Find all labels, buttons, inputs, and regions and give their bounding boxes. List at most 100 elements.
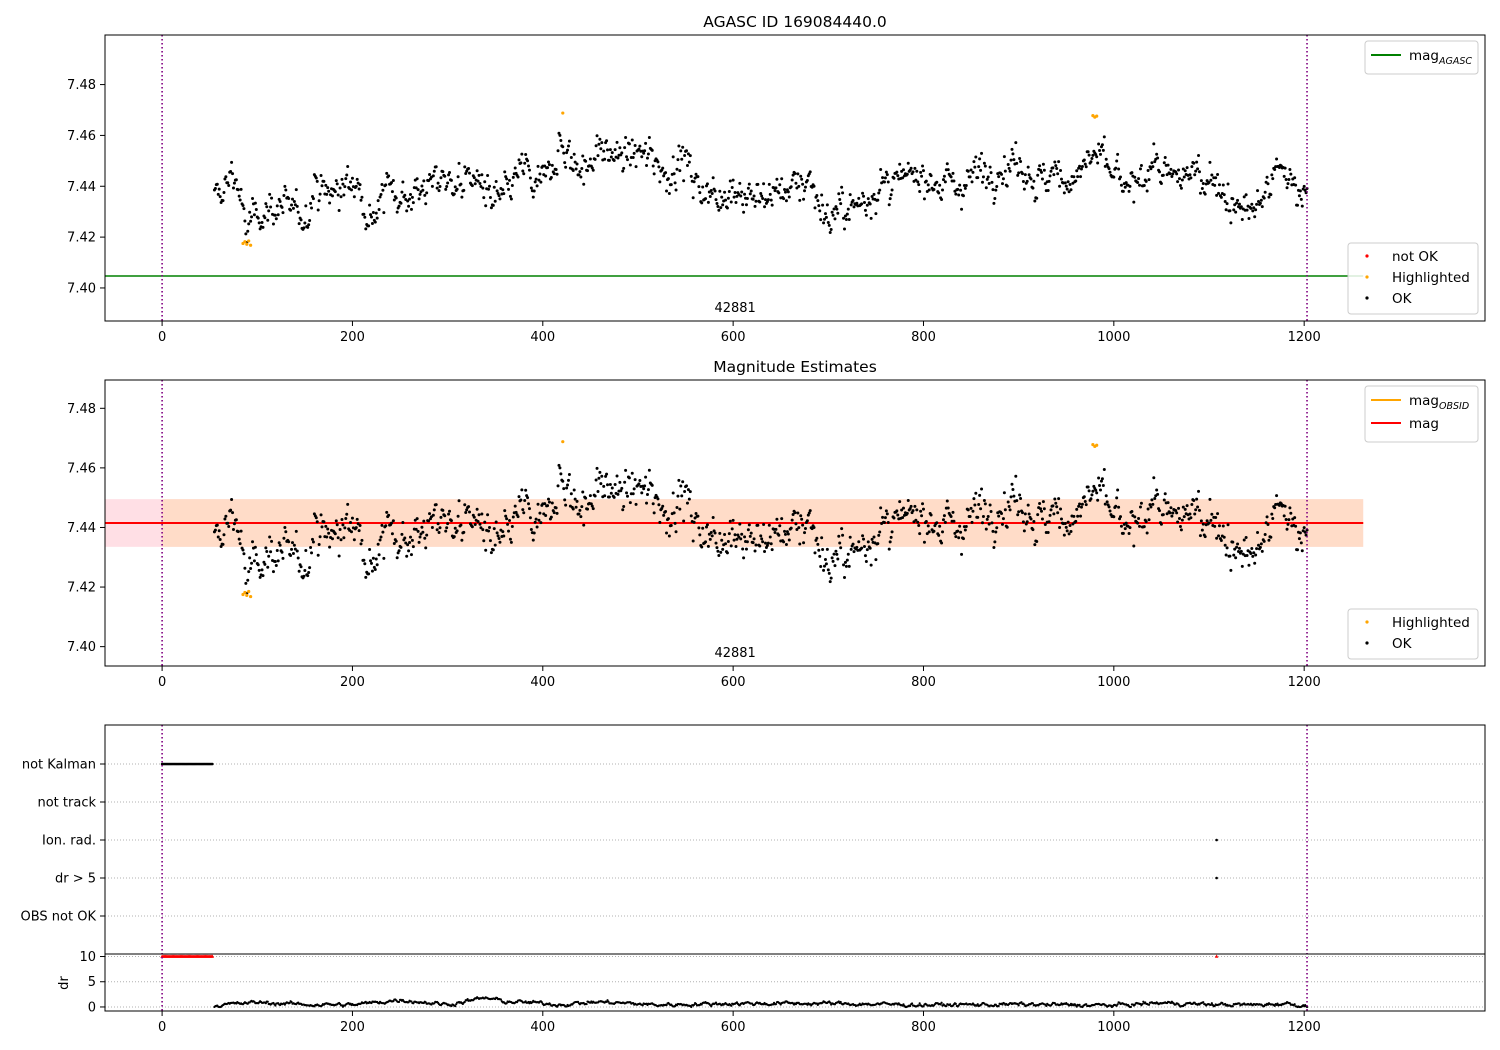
ok-point: [274, 563, 278, 567]
ok-point: [1104, 494, 1108, 498]
ok-point: [1255, 547, 1259, 551]
ok-point: [215, 523, 219, 527]
ok-point: [1031, 528, 1035, 532]
ok-point: [449, 178, 453, 182]
ok-point: [1224, 553, 1228, 557]
ok-point: [1197, 170, 1201, 174]
ok-point: [538, 172, 542, 176]
ok-point: [1074, 179, 1078, 183]
ok-point: [278, 199, 282, 203]
ok-point: [480, 173, 484, 177]
ok-point: [579, 175, 583, 179]
ok-point: [1233, 547, 1237, 551]
ok-point: [493, 543, 497, 547]
ok-point: [252, 559, 256, 563]
ok-point: [864, 213, 868, 217]
ok-point: [919, 509, 923, 513]
ok-point: [408, 197, 412, 201]
ok-point: [1079, 167, 1083, 171]
ok-point: [616, 492, 620, 496]
ok-point: [801, 523, 805, 527]
ok-point: [606, 148, 610, 152]
ok-point: [783, 529, 787, 533]
ok-point: [1099, 479, 1103, 483]
ok-point: [920, 514, 924, 518]
ok-point: [886, 521, 890, 525]
ok-point: [1055, 167, 1059, 171]
dr-point: [607, 1000, 610, 1003]
ok-point: [278, 543, 282, 547]
ok-point: [215, 182, 219, 186]
ok-point: [1171, 511, 1175, 515]
ok-point: [314, 176, 318, 180]
ok-point: [786, 190, 790, 194]
ok-point: [852, 550, 856, 554]
ok-point: [860, 202, 864, 206]
x-tick-label: 1000: [1097, 1020, 1130, 1035]
ok-point: [1032, 520, 1036, 524]
ok-point: [1259, 198, 1263, 202]
dr-point: [1231, 1004, 1234, 1008]
ok-point: [1234, 210, 1238, 214]
ok-point: [741, 547, 745, 551]
ok-point: [1026, 165, 1030, 169]
ok-point: [400, 532, 404, 536]
x-tick-label: 200: [340, 330, 365, 345]
x-tick-label: 200: [340, 1020, 365, 1035]
ok-point: [827, 571, 831, 575]
ok-point: [428, 512, 432, 516]
dr-point: [954, 1002, 957, 1006]
ok-point: [434, 503, 438, 507]
ok-point: [843, 560, 847, 564]
dr-point: [1085, 1003, 1088, 1006]
ok-point: [282, 193, 286, 197]
ok-point: [552, 172, 556, 176]
ok-point: [362, 558, 366, 562]
ok-point: [691, 539, 695, 543]
ok-point: [345, 512, 349, 516]
dr-point: [909, 1004, 912, 1008]
ok-point: [536, 164, 540, 168]
ok-point: [1150, 498, 1154, 502]
ok-point: [1260, 205, 1264, 209]
x-tick-label: 800: [911, 1020, 936, 1035]
ok-point: [901, 176, 905, 180]
ok-point: [1288, 506, 1292, 510]
ok-point: [717, 208, 721, 212]
ok-point: [1137, 517, 1141, 521]
ok-point: [403, 193, 407, 197]
ok-point: [1168, 172, 1172, 176]
ok-point: [834, 549, 838, 553]
ok-point: [610, 151, 614, 155]
ok-point: [721, 547, 725, 551]
ok-point: [217, 529, 221, 533]
ok-point: [1107, 505, 1111, 509]
ok-point: [941, 518, 945, 522]
ok-point: [375, 216, 379, 220]
dr-point: [976, 1003, 979, 1006]
ok-point: [1043, 522, 1047, 526]
ok-point: [443, 174, 447, 178]
ok-point: [239, 529, 243, 533]
ok-point: [765, 544, 769, 548]
ok-point: [1000, 172, 1004, 176]
ok-point: [609, 155, 613, 159]
ok-point: [837, 192, 841, 196]
ok-point: [842, 576, 846, 580]
ok-point: [1006, 500, 1010, 504]
ok-point: [1259, 542, 1263, 546]
ok-point: [355, 177, 359, 181]
ok-point: [1103, 502, 1107, 506]
dr-point: [1031, 1002, 1035, 1005]
ok-point: [291, 206, 295, 210]
ok-point: [913, 504, 917, 508]
ok-point: [462, 530, 466, 534]
ok-point: [232, 181, 236, 185]
ok-point: [470, 184, 474, 188]
ok-point: [1251, 209, 1255, 213]
ok-point: [1101, 483, 1105, 487]
ok-point: [385, 171, 389, 175]
ok-point: [981, 175, 985, 179]
ok-point: [900, 508, 904, 512]
ok-point: [884, 509, 888, 513]
